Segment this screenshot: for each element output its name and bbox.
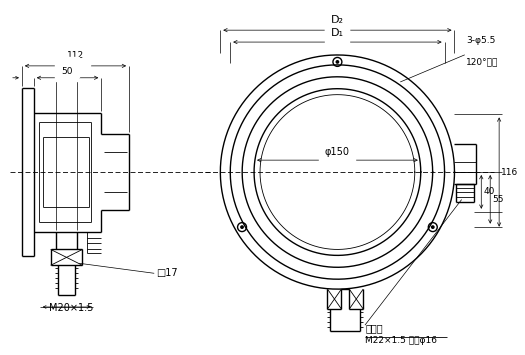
Text: M22×1.5 内孔φ16: M22×1.5 内孔φ16: [365, 336, 437, 345]
Text: D₁: D₁: [331, 28, 344, 38]
Text: □17: □17: [156, 268, 177, 278]
Text: D₂: D₂: [331, 15, 344, 25]
Text: M20×1.5: M20×1.5: [49, 303, 93, 313]
Text: 112: 112: [67, 51, 84, 60]
Text: 120°均布: 120°均布: [466, 57, 499, 66]
Text: 配线口: 配线口: [365, 323, 383, 333]
Circle shape: [432, 226, 434, 228]
Text: 40: 40: [483, 187, 495, 196]
Circle shape: [241, 226, 243, 228]
Circle shape: [336, 61, 339, 63]
Text: 3-φ5.5: 3-φ5.5: [466, 36, 496, 45]
Text: φ150: φ150: [325, 147, 350, 157]
Text: 50: 50: [61, 67, 72, 76]
Text: 116: 116: [501, 168, 518, 176]
Text: 55: 55: [492, 195, 503, 204]
Text: 41: 41: [62, 63, 73, 72]
